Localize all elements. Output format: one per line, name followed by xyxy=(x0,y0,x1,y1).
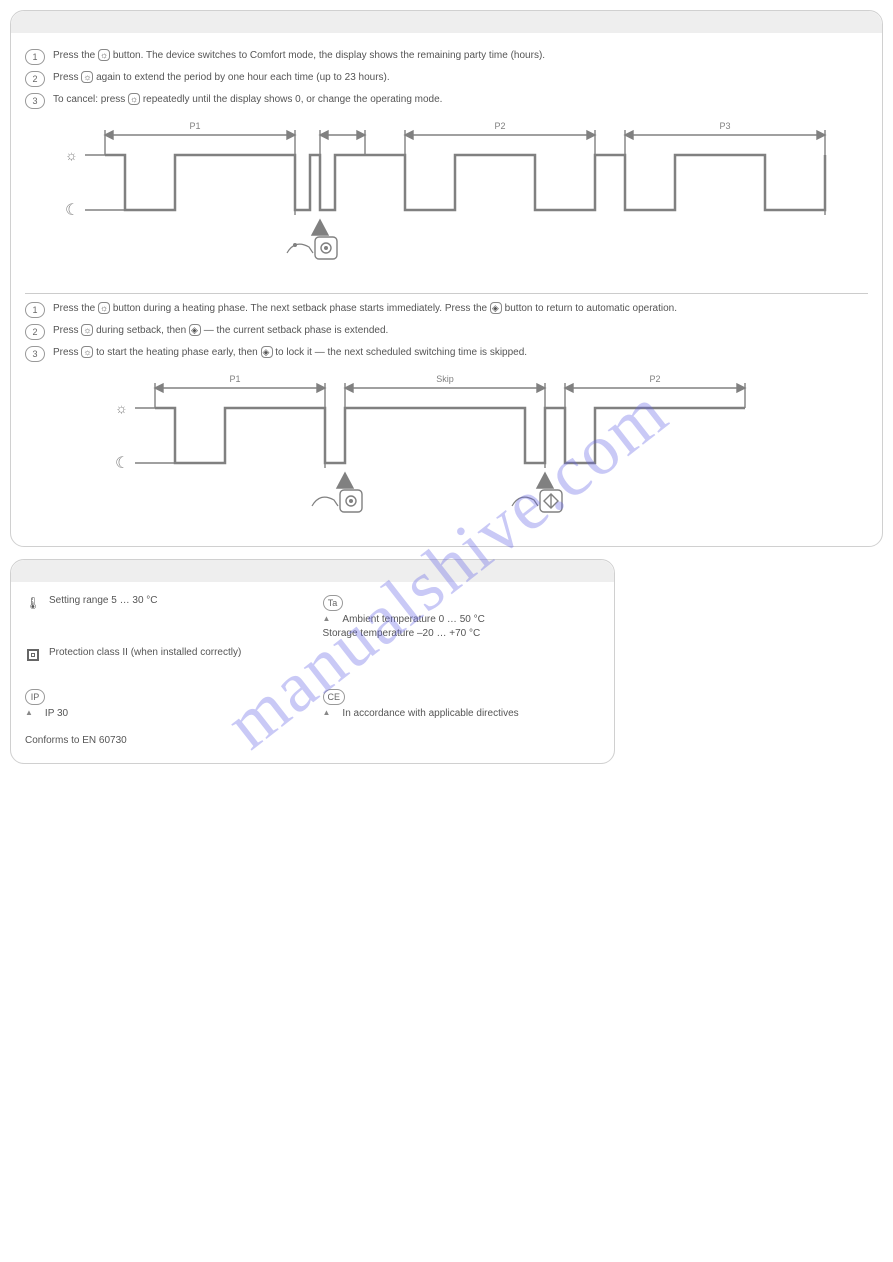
step-a3: 3 To cancel: press repeatedly until the … xyxy=(25,93,868,109)
ta-badge: Ta xyxy=(323,595,343,611)
step-badge: 3 xyxy=(25,93,45,109)
spec-ce: CE xyxy=(323,689,601,705)
sun-icon xyxy=(81,324,93,336)
spec-temperature: 🌡 Setting range 5 … 30 °C xyxy=(25,595,303,611)
spec-ip: IP xyxy=(25,689,303,705)
step-a2: 2 Press again to extend the period by on… xyxy=(25,71,868,87)
step-badge: 1 xyxy=(25,302,45,318)
svg-text:☾: ☾ xyxy=(115,455,129,472)
step-text: To cancel: press repeatedly until the di… xyxy=(53,93,442,106)
diamond-icon xyxy=(490,302,502,314)
section-divider xyxy=(25,293,868,294)
spec-conformity: Conforms to EN 60730 xyxy=(25,735,303,746)
svg-text:P2: P2 xyxy=(494,121,505,131)
ce-badge: CE xyxy=(323,689,346,705)
specifications-panel: 🌡 Setting range 5 … 30 °C Protection cla… xyxy=(10,559,615,764)
diamond-icon xyxy=(189,324,201,336)
svg-text:☾: ☾ xyxy=(65,202,79,219)
sun-icon xyxy=(128,93,140,105)
ip-badge: IP xyxy=(25,689,45,705)
timing-diagram-a: ☼ ☾ P1 P2 P3 xyxy=(65,115,845,285)
diamond-icon xyxy=(261,346,273,358)
square-icon xyxy=(25,647,41,663)
svg-text:P1: P1 xyxy=(189,121,200,131)
sun-icon xyxy=(98,302,110,314)
sun-icon xyxy=(81,71,93,83)
step-b1: 1 Press the button during a heating phas… xyxy=(25,302,868,318)
sun-icon xyxy=(98,49,110,61)
svg-text:Skip: Skip xyxy=(436,374,454,384)
svg-text:P1: P1 xyxy=(229,374,240,384)
step-text: Press the button during a heating phase.… xyxy=(53,302,677,315)
step-text: Press to start the heating phase early, … xyxy=(53,346,527,359)
step-text: Press the button. The device switches to… xyxy=(53,49,545,62)
step-badge: 2 xyxy=(25,324,45,340)
step-badge: 2 xyxy=(25,71,45,87)
step-text: Press again to extend the period by one … xyxy=(53,71,390,84)
panel-header xyxy=(11,11,882,33)
panel-header xyxy=(11,560,614,582)
step-b3: 3 Press to start the heating phase early… xyxy=(25,346,868,362)
step-badge: 3 xyxy=(25,346,45,362)
spec-ce-text: In accordance with applicable directives xyxy=(323,708,601,719)
timing-diagram-b: ☼ ☾ P1 Skip P2 xyxy=(115,368,795,528)
specs-left-column: 🌡 Setting range 5 … 30 °C Protection cla… xyxy=(25,592,303,749)
svg-text:P3: P3 xyxy=(719,121,730,131)
spec-storage: Storage temperature –20 … +70 °C xyxy=(323,628,601,639)
spec-ip-text: IP 30 xyxy=(25,708,303,719)
step-a1: 1 Press the button. The device switches … xyxy=(25,49,868,65)
instructions-panel: 1 Press the button. The device switches … xyxy=(10,10,883,547)
step-badge: 1 xyxy=(25,49,45,65)
svg-text:☼: ☼ xyxy=(65,147,78,163)
specs-right-column: Ta Ambient temperature 0 … 50 °C Storage… xyxy=(323,592,601,749)
spec-ambient-text: Ambient temperature 0 … 50 °C xyxy=(323,614,601,625)
spec-ambient: Ta xyxy=(323,595,601,611)
svg-text:☼: ☼ xyxy=(115,400,128,416)
thermometer-icon: 🌡 xyxy=(25,595,41,611)
svg-text:P2: P2 xyxy=(649,374,660,384)
spec-protection-class: Protection class II (when installed corr… xyxy=(25,647,303,663)
step-b2: 2 Press during setback, then — the curre… xyxy=(25,324,868,340)
sun-icon xyxy=(81,346,93,358)
step-text: Press during setback, then — the current… xyxy=(53,324,388,337)
